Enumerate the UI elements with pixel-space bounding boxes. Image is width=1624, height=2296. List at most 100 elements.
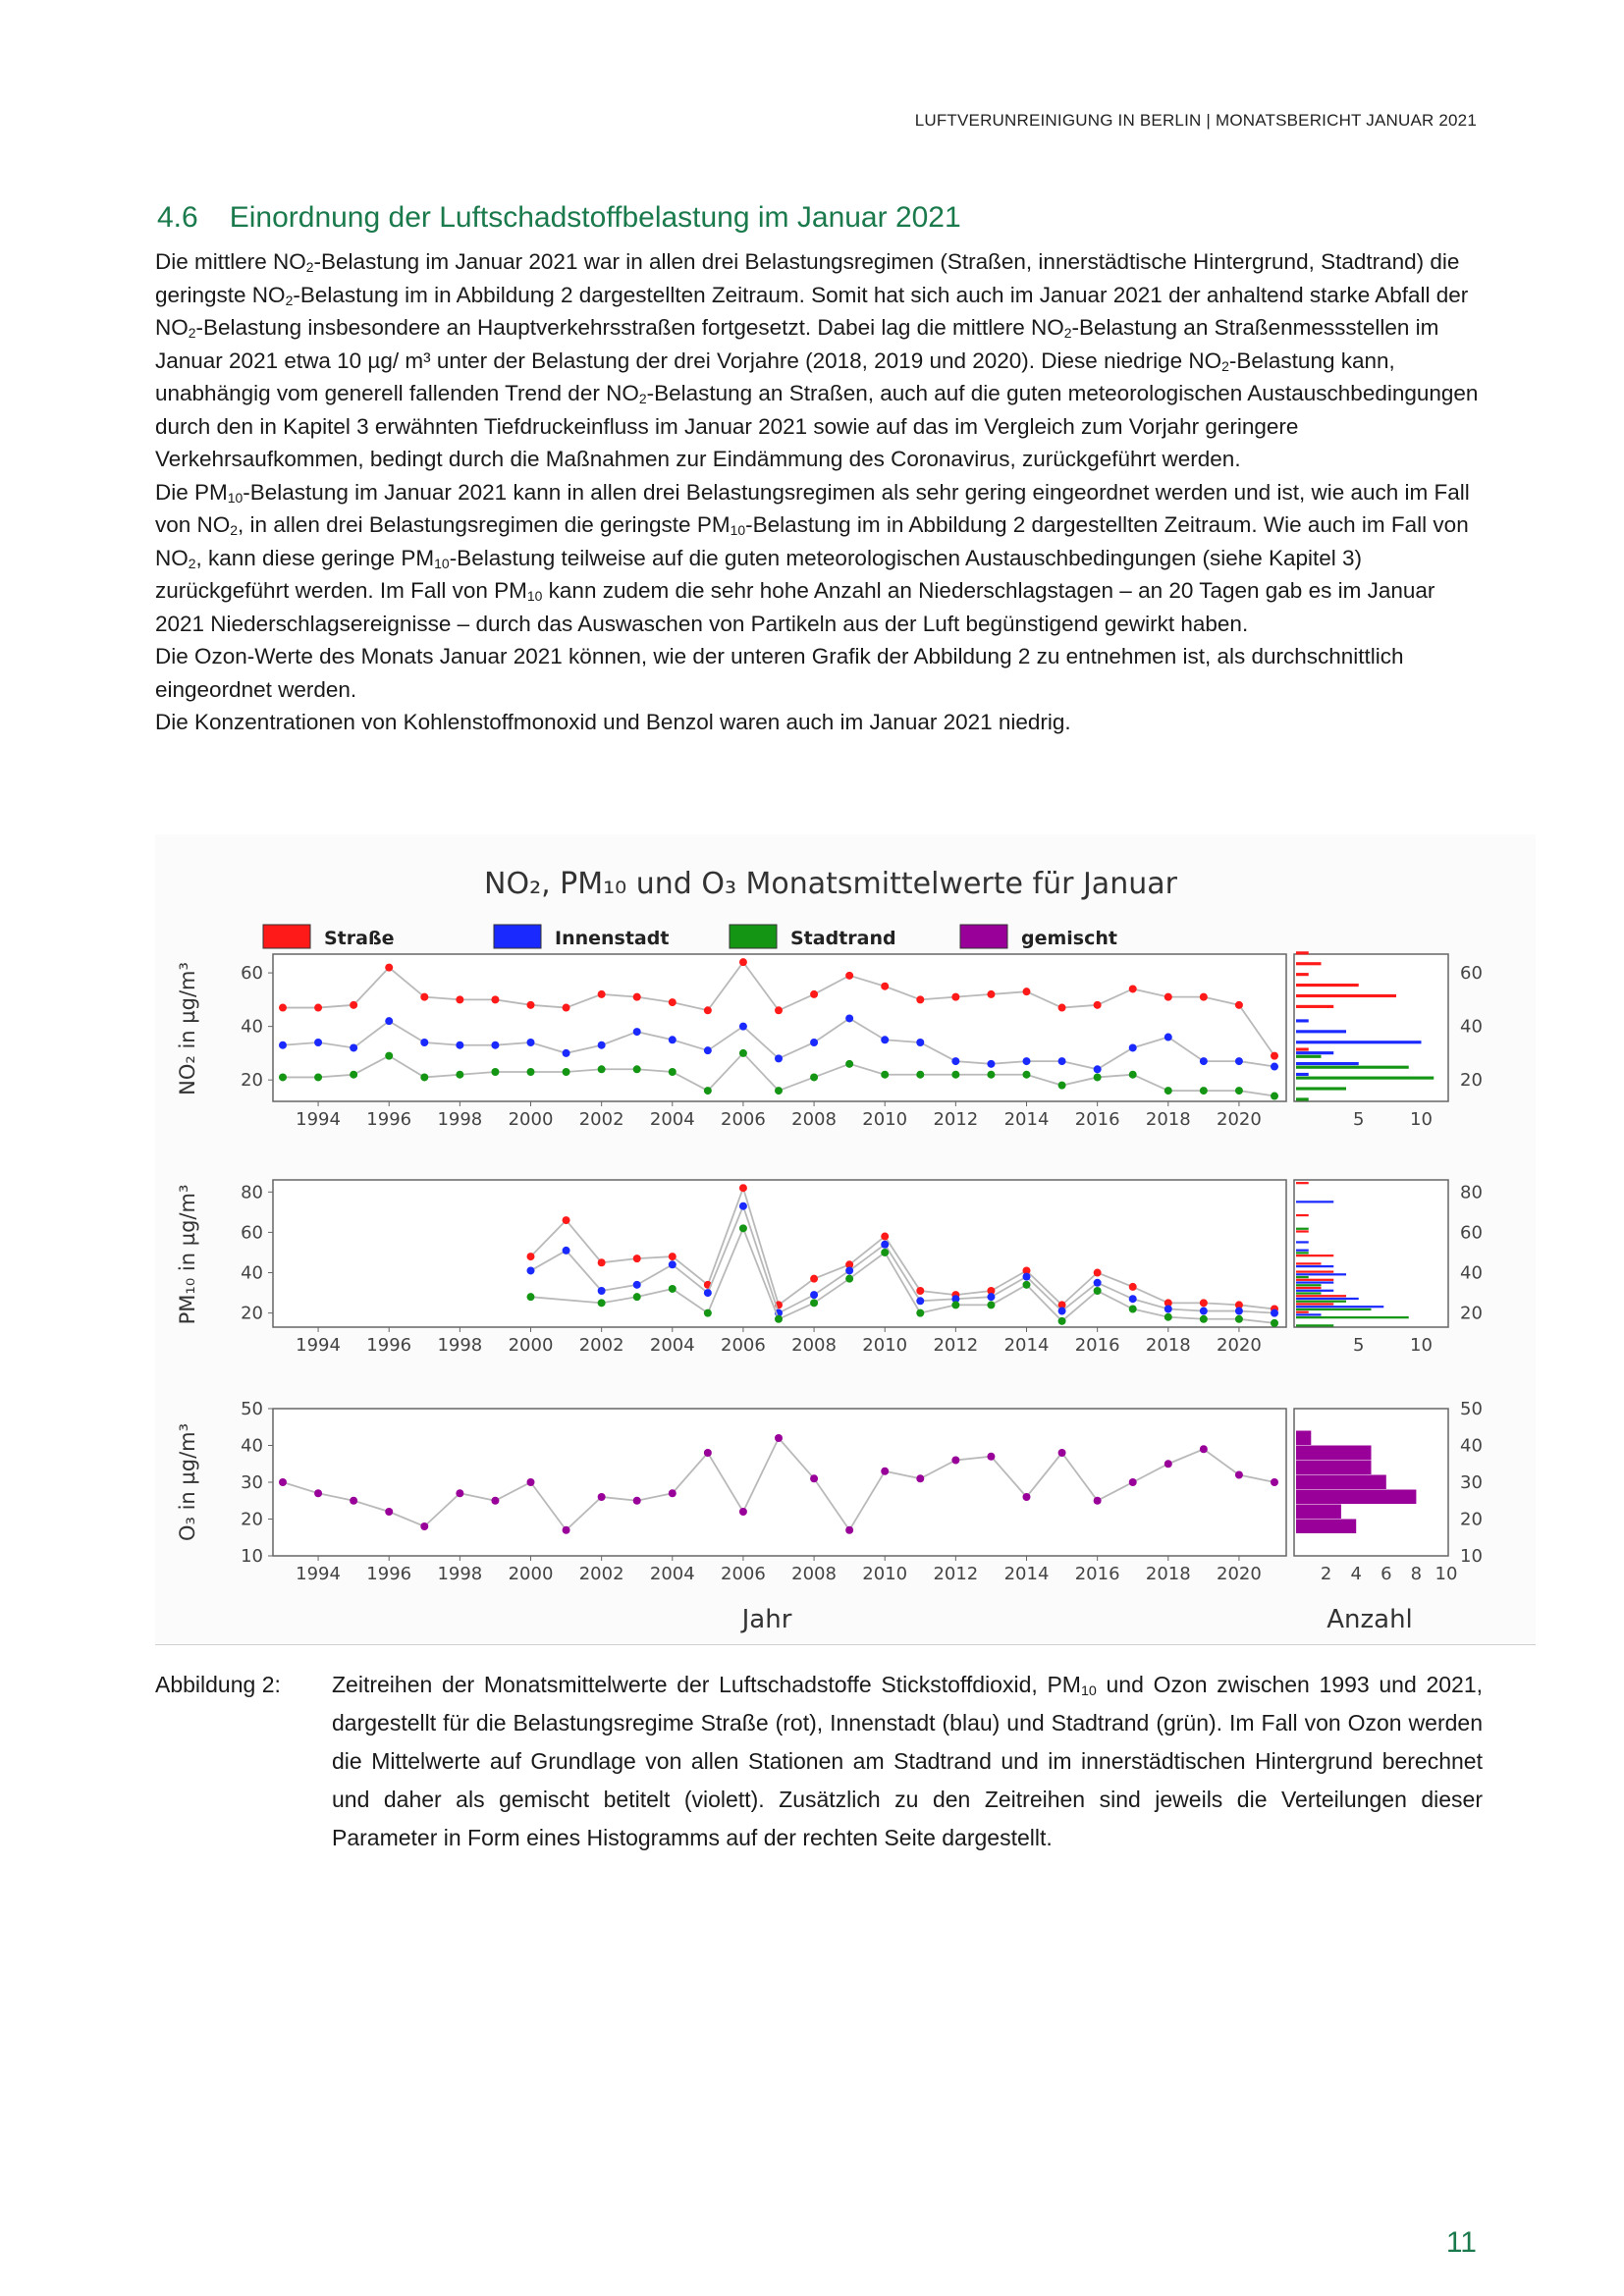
data-point	[845, 1266, 854, 1275]
x-tick-label: 2008	[791, 1109, 837, 1130]
histogram-bar	[1296, 1297, 1359, 1301]
histogram-bar	[1296, 1051, 1334, 1055]
histogram-bar	[1296, 951, 1309, 955]
data-point	[775, 1314, 783, 1323]
histogram-bar	[1296, 1087, 1346, 1091]
x-tick-label: 1998	[437, 1564, 482, 1584]
subscript: 2	[638, 391, 647, 406]
histogram-bar	[1296, 1519, 1357, 1533]
histogram-y-tick-label: 40	[1460, 1263, 1483, 1284]
histogram-bar	[1296, 984, 1359, 988]
section-number: 4.6	[157, 201, 198, 234]
data-point	[1093, 1065, 1102, 1074]
histogram-x-tick-label: 2	[1321, 1564, 1331, 1584]
data-point	[1128, 1305, 1137, 1313]
histogram-bar	[1296, 1445, 1372, 1460]
data-point	[1128, 1070, 1137, 1079]
subscript: 10	[227, 489, 244, 506]
data-point	[881, 1240, 890, 1249]
histogram-bar	[1296, 1241, 1309, 1244]
data-point	[562, 1525, 570, 1534]
x-tick-label: 2010	[862, 1109, 907, 1130]
data-point	[1128, 1478, 1137, 1486]
data-point	[1128, 985, 1137, 993]
data-point	[1271, 1062, 1278, 1071]
histogram-bar	[1296, 1262, 1322, 1265]
histogram-bar	[1296, 1489, 1417, 1504]
data-point	[1199, 1445, 1208, 1454]
data-point	[1057, 1301, 1066, 1309]
x-tick-label: 1994	[296, 1564, 341, 1584]
x-tick-label: 2000	[509, 1335, 554, 1356]
histogram-x-tick-label: 10	[1410, 1109, 1433, 1130]
histogram-bar	[1296, 1286, 1322, 1290]
data-point	[597, 1493, 606, 1501]
histogram-y-tick-label: 20	[1460, 1304, 1483, 1324]
histogram-frame	[1293, 1179, 1449, 1328]
data-point	[562, 1003, 570, 1012]
data-point	[951, 1301, 960, 1309]
subscript: 10	[730, 522, 746, 538]
histogram-bar	[1296, 1284, 1322, 1287]
data-point	[1128, 1043, 1137, 1052]
data-point	[385, 1017, 394, 1026]
data-point	[951, 1456, 960, 1465]
data-point	[738, 1022, 747, 1031]
x-tick-label: 2008	[791, 1335, 837, 1356]
data-point	[1057, 1081, 1066, 1090]
x-tick-label: 2014	[1004, 1564, 1050, 1584]
histogram-bar	[1296, 1281, 1334, 1284]
histogram-y-tick-label: 30	[1460, 1472, 1483, 1493]
data-point	[775, 1087, 783, 1095]
histogram-bar	[1296, 1062, 1359, 1066]
histogram-bar	[1296, 1275, 1309, 1279]
subscript: 2	[188, 325, 196, 341]
data-point	[916, 1308, 925, 1317]
data-point	[420, 1073, 429, 1082]
x-tick-label: 2000	[509, 1564, 554, 1584]
data-point	[810, 1039, 819, 1046]
data-point	[916, 1297, 925, 1306]
x-tick-label: 2016	[1075, 1109, 1120, 1130]
histogram-bar	[1296, 1054, 1322, 1058]
data-point	[1271, 1092, 1278, 1100]
histogram-bar	[1296, 1289, 1334, 1292]
data-point	[668, 1260, 677, 1269]
data-point	[951, 1057, 960, 1066]
histogram-y-tick-label: 60	[1460, 1222, 1483, 1243]
y-tick-label: 60	[241, 1222, 263, 1243]
subscript: 10	[526, 588, 543, 604]
y-tick-label: 30	[241, 1472, 263, 1493]
histogram-bar	[1296, 1313, 1322, 1316]
data-point	[703, 1046, 712, 1055]
data-point	[845, 1014, 854, 1023]
histogram-bar	[1296, 1019, 1309, 1023]
x-tick-label: 2004	[650, 1335, 695, 1356]
data-point	[1164, 1305, 1172, 1313]
data-point	[1234, 1057, 1243, 1066]
x-tick-label: 1994	[296, 1335, 341, 1356]
data-point	[385, 1508, 394, 1516]
data-point	[1022, 1493, 1031, 1501]
data-point	[703, 1289, 712, 1298]
data-point	[1093, 1268, 1102, 1277]
data-point	[738, 1201, 747, 1210]
histogram-x-tick-label: 4	[1350, 1564, 1361, 1584]
histogram-bar	[1296, 1504, 1341, 1519]
histogram-bar	[1296, 1430, 1312, 1445]
data-point	[1128, 1295, 1137, 1304]
data-point	[668, 1253, 677, 1261]
data-point	[987, 1059, 996, 1068]
histogram-bar	[1296, 1076, 1435, 1080]
data-point	[775, 1054, 783, 1063]
x-tick-label: 2004	[650, 1109, 695, 1130]
subscript: 2	[305, 259, 314, 275]
data-point	[1022, 1280, 1031, 1289]
subscript: 2	[230, 522, 239, 538]
data-point	[810, 1299, 819, 1308]
body-text: Die mittlere NO2-Belastung im Januar 202…	[155, 245, 1481, 739]
x-tick-label: 2010	[862, 1564, 907, 1584]
data-point	[279, 1041, 287, 1049]
data-point	[350, 1043, 358, 1052]
histogram-y-tick-label: 40	[1460, 1436, 1483, 1457]
